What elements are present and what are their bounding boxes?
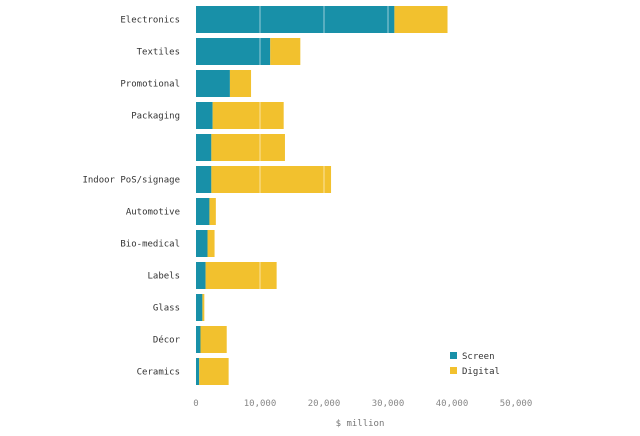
x-tick-label-4: 40,000 [436, 399, 469, 409]
legend-swatch-digital [450, 367, 457, 374]
category-label-textiles-1: Textiles [137, 48, 180, 58]
bar-screen-glass-9 [196, 294, 203, 321]
x-tick-label-0: 0 [193, 399, 198, 409]
bar-screen-labels-8 [196, 262, 206, 289]
bar-digital-glass-9 [202, 294, 205, 321]
bar-digital-bio-medical-7 [207, 230, 215, 257]
legend: Screen Digital [450, 352, 500, 377]
bars-layer [196, 6, 448, 385]
bar-screen-ceramics-11 [196, 358, 200, 385]
category-label-promotional-2: Promotional [120, 80, 180, 90]
legend-label-digital: Digital [462, 367, 500, 377]
x-axis-ticks: 0 10,000 20,000 30,000 40,000 50,000 [193, 399, 532, 409]
bar-digital-labels-8 [205, 262, 277, 289]
bar-screen-bio-medical-7 [196, 230, 208, 257]
category-label-labels-8: Labels [147, 272, 180, 282]
category-label-glass-9: Glass [153, 304, 180, 314]
bar-digital-packaging-3 [212, 102, 284, 129]
bar-screen-textiles-1 [196, 38, 271, 65]
legend-swatch-screen [450, 352, 457, 359]
bar-screen-automotive-6 [196, 198, 210, 225]
category-label-d-cor-10: Décor [153, 335, 181, 346]
bar-digital-indoor-pos-signage-5 [211, 166, 332, 193]
x-tick-label-5: 50,000 [500, 399, 533, 409]
x-tick-label-1: 10,000 [244, 399, 277, 409]
bar-digital-ceramics-11 [199, 358, 229, 385]
bar-screen-d-cor-10 [196, 326, 201, 353]
x-axis-title: $ million [336, 419, 385, 429]
category-label-electronics-0: Electronics [120, 16, 180, 26]
legend-label-screen: Screen [462, 352, 495, 362]
bar-digital-promotional-2 [229, 70, 252, 97]
bar-digital-unlabeled-4 [211, 134, 285, 161]
category-label-automotive-6: Automotive [126, 208, 180, 218]
bar-screen-promotional-2 [196, 70, 230, 97]
category-label-indoor-pos-signage-5: Indoor PoS/signage [82, 176, 180, 186]
category-labels: Electronics Textiles Promotional Packaging I… [82, 16, 180, 378]
bar-screen-indoor-pos-signage-5 [196, 166, 212, 193]
bar-screen-electronics-0 [196, 6, 395, 33]
x-tick-label-2: 20,000 [308, 399, 341, 409]
bar-digital-d-cor-10 [200, 326, 227, 353]
x-tick-label-3: 30,000 [372, 399, 405, 409]
bar-digital-textiles-1 [270, 38, 301, 65]
category-label-bio-medical-7: Bio-medical [120, 240, 180, 250]
bar-screen-unlabeled-4 [196, 134, 212, 161]
category-label-ceramics-11: Ceramics [137, 368, 180, 378]
bar-digital-electronics-0 [394, 6, 448, 33]
category-label-packaging-3: Packaging [131, 112, 180, 122]
gridline-overlay [259, 4, 517, 388]
bar-screen-packaging-3 [196, 102, 213, 129]
bar-digital-automotive-6 [209, 198, 216, 225]
